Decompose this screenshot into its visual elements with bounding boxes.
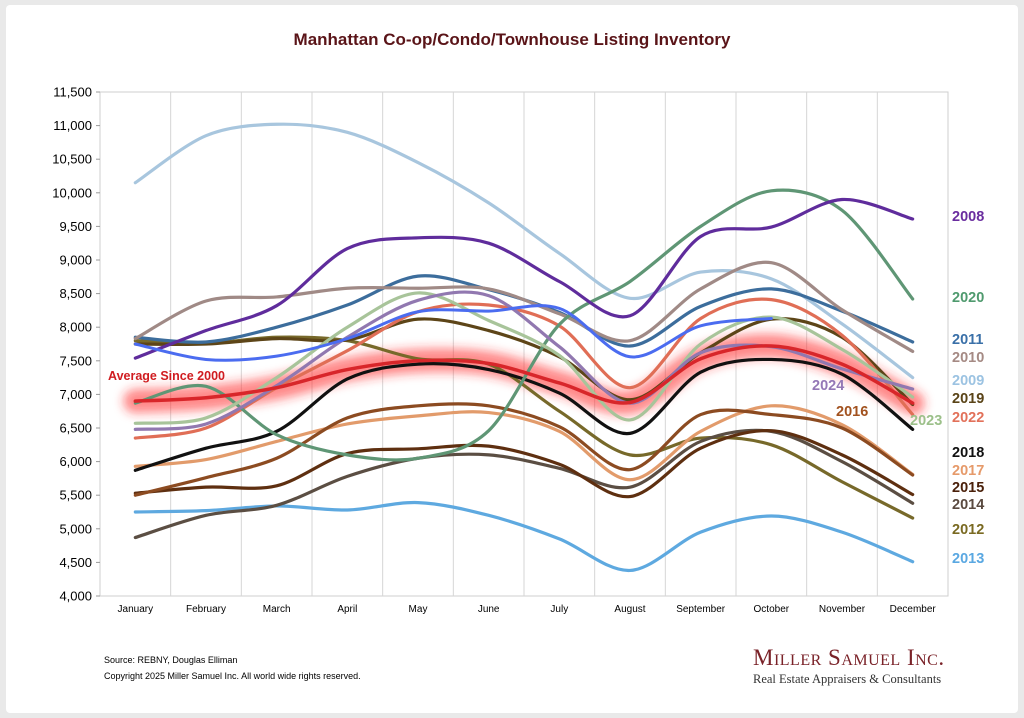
legend-label-2015: 2015 <box>952 480 984 496</box>
x-tick-label: August <box>614 604 645 615</box>
x-tick-label: February <box>186 604 226 615</box>
legend-label-2023: 2023 <box>910 413 942 429</box>
series-line-current <box>133 304 773 362</box>
y-tick-label: 7,000 <box>59 387 92 402</box>
x-tick-label: September <box>676 604 726 615</box>
source-note: Source: REBNY, Douglas Elliman <box>104 655 238 665</box>
company-logo-tagline: Real Estate Appraisers & Consultants <box>753 672 942 686</box>
series-line-2023 <box>133 291 915 425</box>
y-tick-label: 4,000 <box>59 589 92 604</box>
chart-title: Manhattan Co-op/Condo/Townhouse Listing … <box>293 30 731 49</box>
legend-label-2016: 2016 <box>836 404 868 420</box>
series-line-2018 <box>133 357 915 472</box>
y-tick-label: 7,500 <box>59 353 92 368</box>
legend-label-2009: 2009 <box>952 373 984 389</box>
legend-label-2018: 2018 <box>952 445 984 461</box>
series-line-2009 <box>133 122 915 380</box>
y-tick-label: 5,000 <box>59 521 92 536</box>
legend-label-2024: 2024 <box>812 378 844 394</box>
y-tick-label: 5,500 <box>59 488 92 503</box>
series-line-average <box>133 344 915 405</box>
legend-label-2010: 2010 <box>952 350 984 366</box>
x-tick-label: April <box>337 604 357 615</box>
x-tick-label: November <box>819 604 866 615</box>
x-tick-label: December <box>890 604 937 615</box>
legend-label-2019: 2019 <box>952 391 984 407</box>
company-logo-name: Miller Samuel Inc. <box>753 645 945 670</box>
x-tick-label: May <box>409 604 428 615</box>
legend-label-2011: 2011 <box>952 332 983 348</box>
x-tick-label: March <box>263 604 291 615</box>
x-tick-label: June <box>478 604 500 615</box>
legend-label-2012: 2012 <box>952 522 984 538</box>
legend-label-2020: 2020 <box>952 290 984 306</box>
copyright-note: Copyright 2025 Miller Samuel Inc. All wo… <box>104 671 361 681</box>
x-tick-label: January <box>118 604 154 615</box>
y-tick-label: 9,000 <box>59 253 92 268</box>
average-label: Average Since 2000 <box>108 369 225 383</box>
y-tick-label: 6,500 <box>59 421 92 436</box>
y-tick-label: 8,500 <box>59 286 92 301</box>
legend-label-2017: 2017 <box>952 463 984 479</box>
x-tick-label: October <box>754 604 790 615</box>
y-tick-label: 10,000 <box>52 185 92 200</box>
legend-label-2022: 2022 <box>952 410 984 426</box>
legend-label-2014: 2014 <box>952 497 984 513</box>
y-tick-label: 11,000 <box>53 118 92 133</box>
series-line-2015 <box>133 429 915 499</box>
series-line-2016 <box>133 402 915 497</box>
y-tick-label: 8,000 <box>59 320 92 335</box>
series-line-2020 <box>133 188 915 462</box>
legend-label-2008: 2008 <box>952 209 984 225</box>
y-tick-label: 10,500 <box>52 152 92 167</box>
x-tick-label: July <box>550 604 568 615</box>
series-line-2008 <box>133 197 915 360</box>
series-line-2017 <box>133 404 915 482</box>
y-tick-label: 11,500 <box>53 85 92 100</box>
series-line-2014 <box>133 428 915 540</box>
y-tick-label: 4,500 <box>59 555 92 570</box>
y-tick-label: 9,500 <box>59 219 92 234</box>
legend-label-2013: 2013 <box>952 551 984 567</box>
y-tick-label: 6,000 <box>59 454 92 469</box>
